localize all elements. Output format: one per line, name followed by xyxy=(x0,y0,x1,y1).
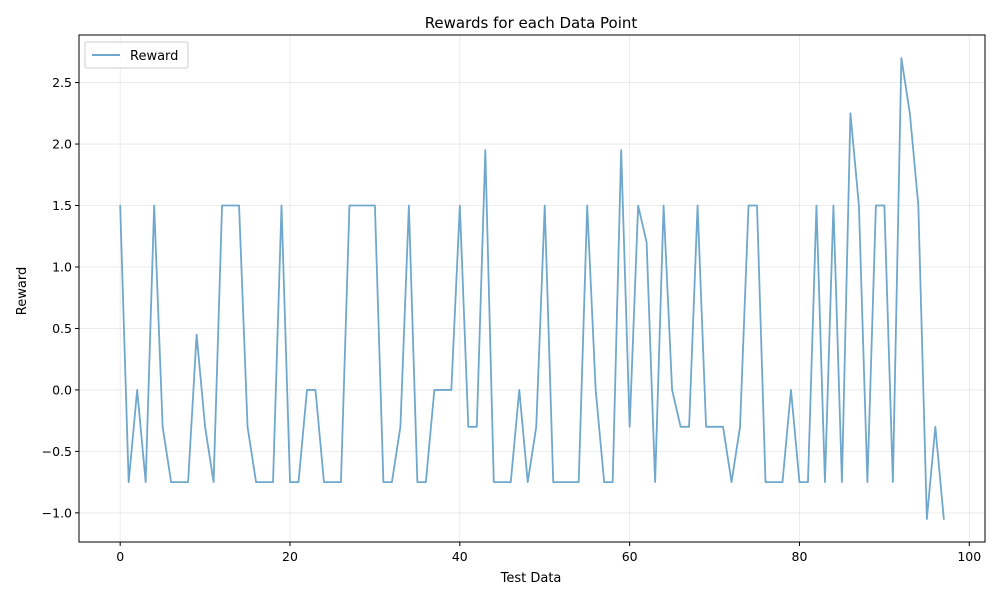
y-tick-label: 2.5 xyxy=(52,75,72,90)
legend-box xyxy=(84,41,189,69)
series-layer xyxy=(119,57,945,520)
x-tick-label: 0 xyxy=(116,549,124,564)
y-tick-label: 2.0 xyxy=(52,137,72,152)
x-axis-label: Test Data xyxy=(500,571,562,586)
x-tick-label: 20 xyxy=(282,549,298,564)
y-axis-label: Reward xyxy=(15,267,30,315)
y-tick-label: −1.0 xyxy=(42,505,72,520)
chart-title: Rewards for each Data Point xyxy=(425,14,638,32)
axis-ticks: 0 20 40 60 80 100 −1.0 −0.5 0.0 0.5 1.0 1.5 2.0 2.5 xyxy=(42,75,982,564)
x-tick-label: 80 xyxy=(792,549,808,564)
y-tick-label: 0.0 xyxy=(52,382,72,397)
series-line-reward xyxy=(119,57,945,520)
y-tick-label: 1.5 xyxy=(52,198,72,213)
plot-area-frame xyxy=(78,34,986,543)
legend: Reward xyxy=(84,41,189,69)
x-tick-label: 40 xyxy=(452,549,468,564)
y-tick-label: 0.5 xyxy=(52,321,72,336)
x-tick-label: 60 xyxy=(622,549,638,564)
legend-label-reward: Reward xyxy=(130,49,178,64)
y-tick-label: 1.0 xyxy=(52,259,72,274)
x-tick-label: 100 xyxy=(957,549,981,564)
y-tick-label: −0.5 xyxy=(42,444,72,459)
